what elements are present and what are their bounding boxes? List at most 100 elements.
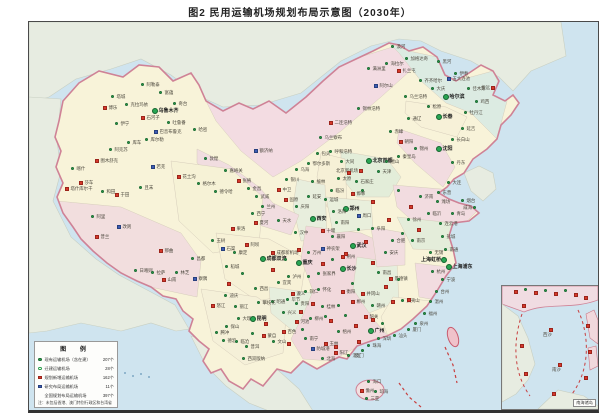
airport-label: 汉中: [299, 230, 309, 235]
airport-label: 阿尔山: [379, 83, 393, 88]
airport-marker: [364, 240, 368, 244]
airport-marker: [443, 94, 449, 100]
legend-row-relocate: 迁建运输机场 28个: [38, 364, 114, 373]
airport-marker: [103, 106, 107, 110]
airport-marker: [357, 228, 361, 232]
airport-label: 伊宁: [120, 121, 130, 126]
airport-marker: [251, 212, 255, 216]
airport-marker: [277, 281, 281, 285]
legend-row-total: 全国规划布局运输机场 397个: [44, 392, 115, 398]
airport-marker: [451, 161, 455, 165]
airport-marker: [341, 255, 345, 259]
airport-label: 嘉峪关: [229, 168, 243, 173]
airport-label: 赤峰: [394, 129, 404, 134]
south-china-sea-inset: 西沙 南沙 南海诸岛: [501, 285, 598, 410]
airport-marker: [371, 318, 375, 322]
airport-marker: [367, 380, 371, 384]
legend-title: 图 例: [60, 347, 92, 353]
airport-marker: [295, 205, 299, 209]
airport-label: 额济纳: [259, 148, 273, 153]
airport-label: 威海: [463, 205, 472, 210]
airport-label: 图木舒克: [100, 158, 119, 163]
airport-marker: [95, 235, 99, 239]
airport-marker: [391, 300, 395, 304]
airport-label: 柳州: [314, 316, 324, 321]
airport-marker: [361, 292, 365, 296]
map-legend: 图 例 现有运输机场（含在建） 207个 迁建运输机场 28个 规划新增运输机场…: [34, 341, 118, 408]
airport-marker: [173, 102, 177, 106]
airport-label: 唐山: [390, 159, 400, 164]
airport-marker: [321, 247, 325, 251]
airport-marker: [351, 192, 355, 196]
airport-marker: [115, 122, 119, 126]
airport-label: 乌兰察布: [324, 135, 343, 140]
airport-marker: [371, 227, 375, 231]
airport-marker: [304, 337, 308, 341]
airport-marker: [467, 87, 471, 91]
airport-marker: [225, 325, 229, 329]
airport-marker: [405, 57, 409, 61]
airport-marker: [79, 181, 83, 185]
nine-dash-line: [398, 346, 458, 408]
airport-label: 郑州: [349, 206, 360, 212]
airport-label: 衡阳: [346, 289, 356, 294]
airport-label: 改则: [122, 224, 132, 229]
airport-marker: [414, 322, 418, 326]
legend-row-research: 研究布局运输机场 11个: [38, 382, 114, 391]
airport-label: 南通: [449, 247, 459, 252]
airport-label: 阿勒泰: [146, 82, 160, 87]
airport-label: 鸡西: [480, 99, 490, 104]
airport-marker: [307, 251, 311, 255]
airport-marker: [586, 324, 590, 328]
airport-marker: [391, 45, 395, 49]
airport-label: 丹东: [456, 160, 466, 165]
airport-marker: [140, 373, 142, 375]
airport-marker: [215, 331, 219, 335]
airport-marker: [261, 205, 265, 209]
airport-label: 抚远: [481, 85, 490, 90]
airport-marker: [544, 289, 548, 293]
airport-marker: [588, 350, 592, 354]
airport-marker: [309, 317, 313, 321]
airport-marker: [522, 304, 526, 308]
airport-marker: [461, 127, 465, 131]
airport-label: 库尔勒: [150, 137, 164, 142]
airport-marker: [277, 219, 281, 223]
inset-nine-dash-line: [515, 309, 587, 397]
airport-marker: [307, 195, 311, 199]
airport-label: 海口: [372, 379, 382, 384]
airport-marker: [377, 271, 381, 275]
airport-label: 汕头: [398, 333, 408, 338]
airport-marker: [91, 215, 95, 219]
inset-caption: 南海诸岛: [573, 398, 596, 407]
airport-label: 和田: [106, 189, 116, 194]
airport-label: 保山: [230, 324, 240, 329]
airport-label: 兴义: [287, 310, 297, 315]
airport-marker: [475, 100, 479, 104]
legend-note: 注：未包括香港、澳门特别行政区和台湾省: [38, 400, 112, 405]
airport-marker: [127, 141, 131, 145]
airport-marker: [151, 271, 155, 275]
airport-marker: [381, 322, 385, 326]
airport-marker: [317, 288, 321, 292]
airport-label: 厦门: [412, 327, 422, 332]
airport-marker: [355, 180, 359, 184]
airport-marker: [335, 221, 339, 225]
airport-label: 那曲: [164, 248, 174, 253]
airport-marker: [534, 291, 538, 295]
airport-marker: [257, 301, 261, 305]
airport-marker: [365, 397, 369, 401]
airport-marker: [264, 322, 268, 326]
airport-label: 锡林浩特: [362, 106, 381, 111]
airport-marker: [224, 294, 228, 298]
airport-label: 宜宾: [282, 280, 292, 285]
airport-label: 普兰: [100, 234, 110, 239]
airport-label: 伊春: [459, 71, 469, 76]
airport-marker: [247, 187, 251, 191]
airport-label: 成都双流: [266, 256, 287, 262]
airport-marker: [371, 200, 375, 204]
airport-marker: [141, 116, 145, 120]
airport-label: 万州: [312, 250, 322, 255]
airport-marker: [337, 177, 341, 181]
airport-label: 玉林: [329, 341, 339, 346]
